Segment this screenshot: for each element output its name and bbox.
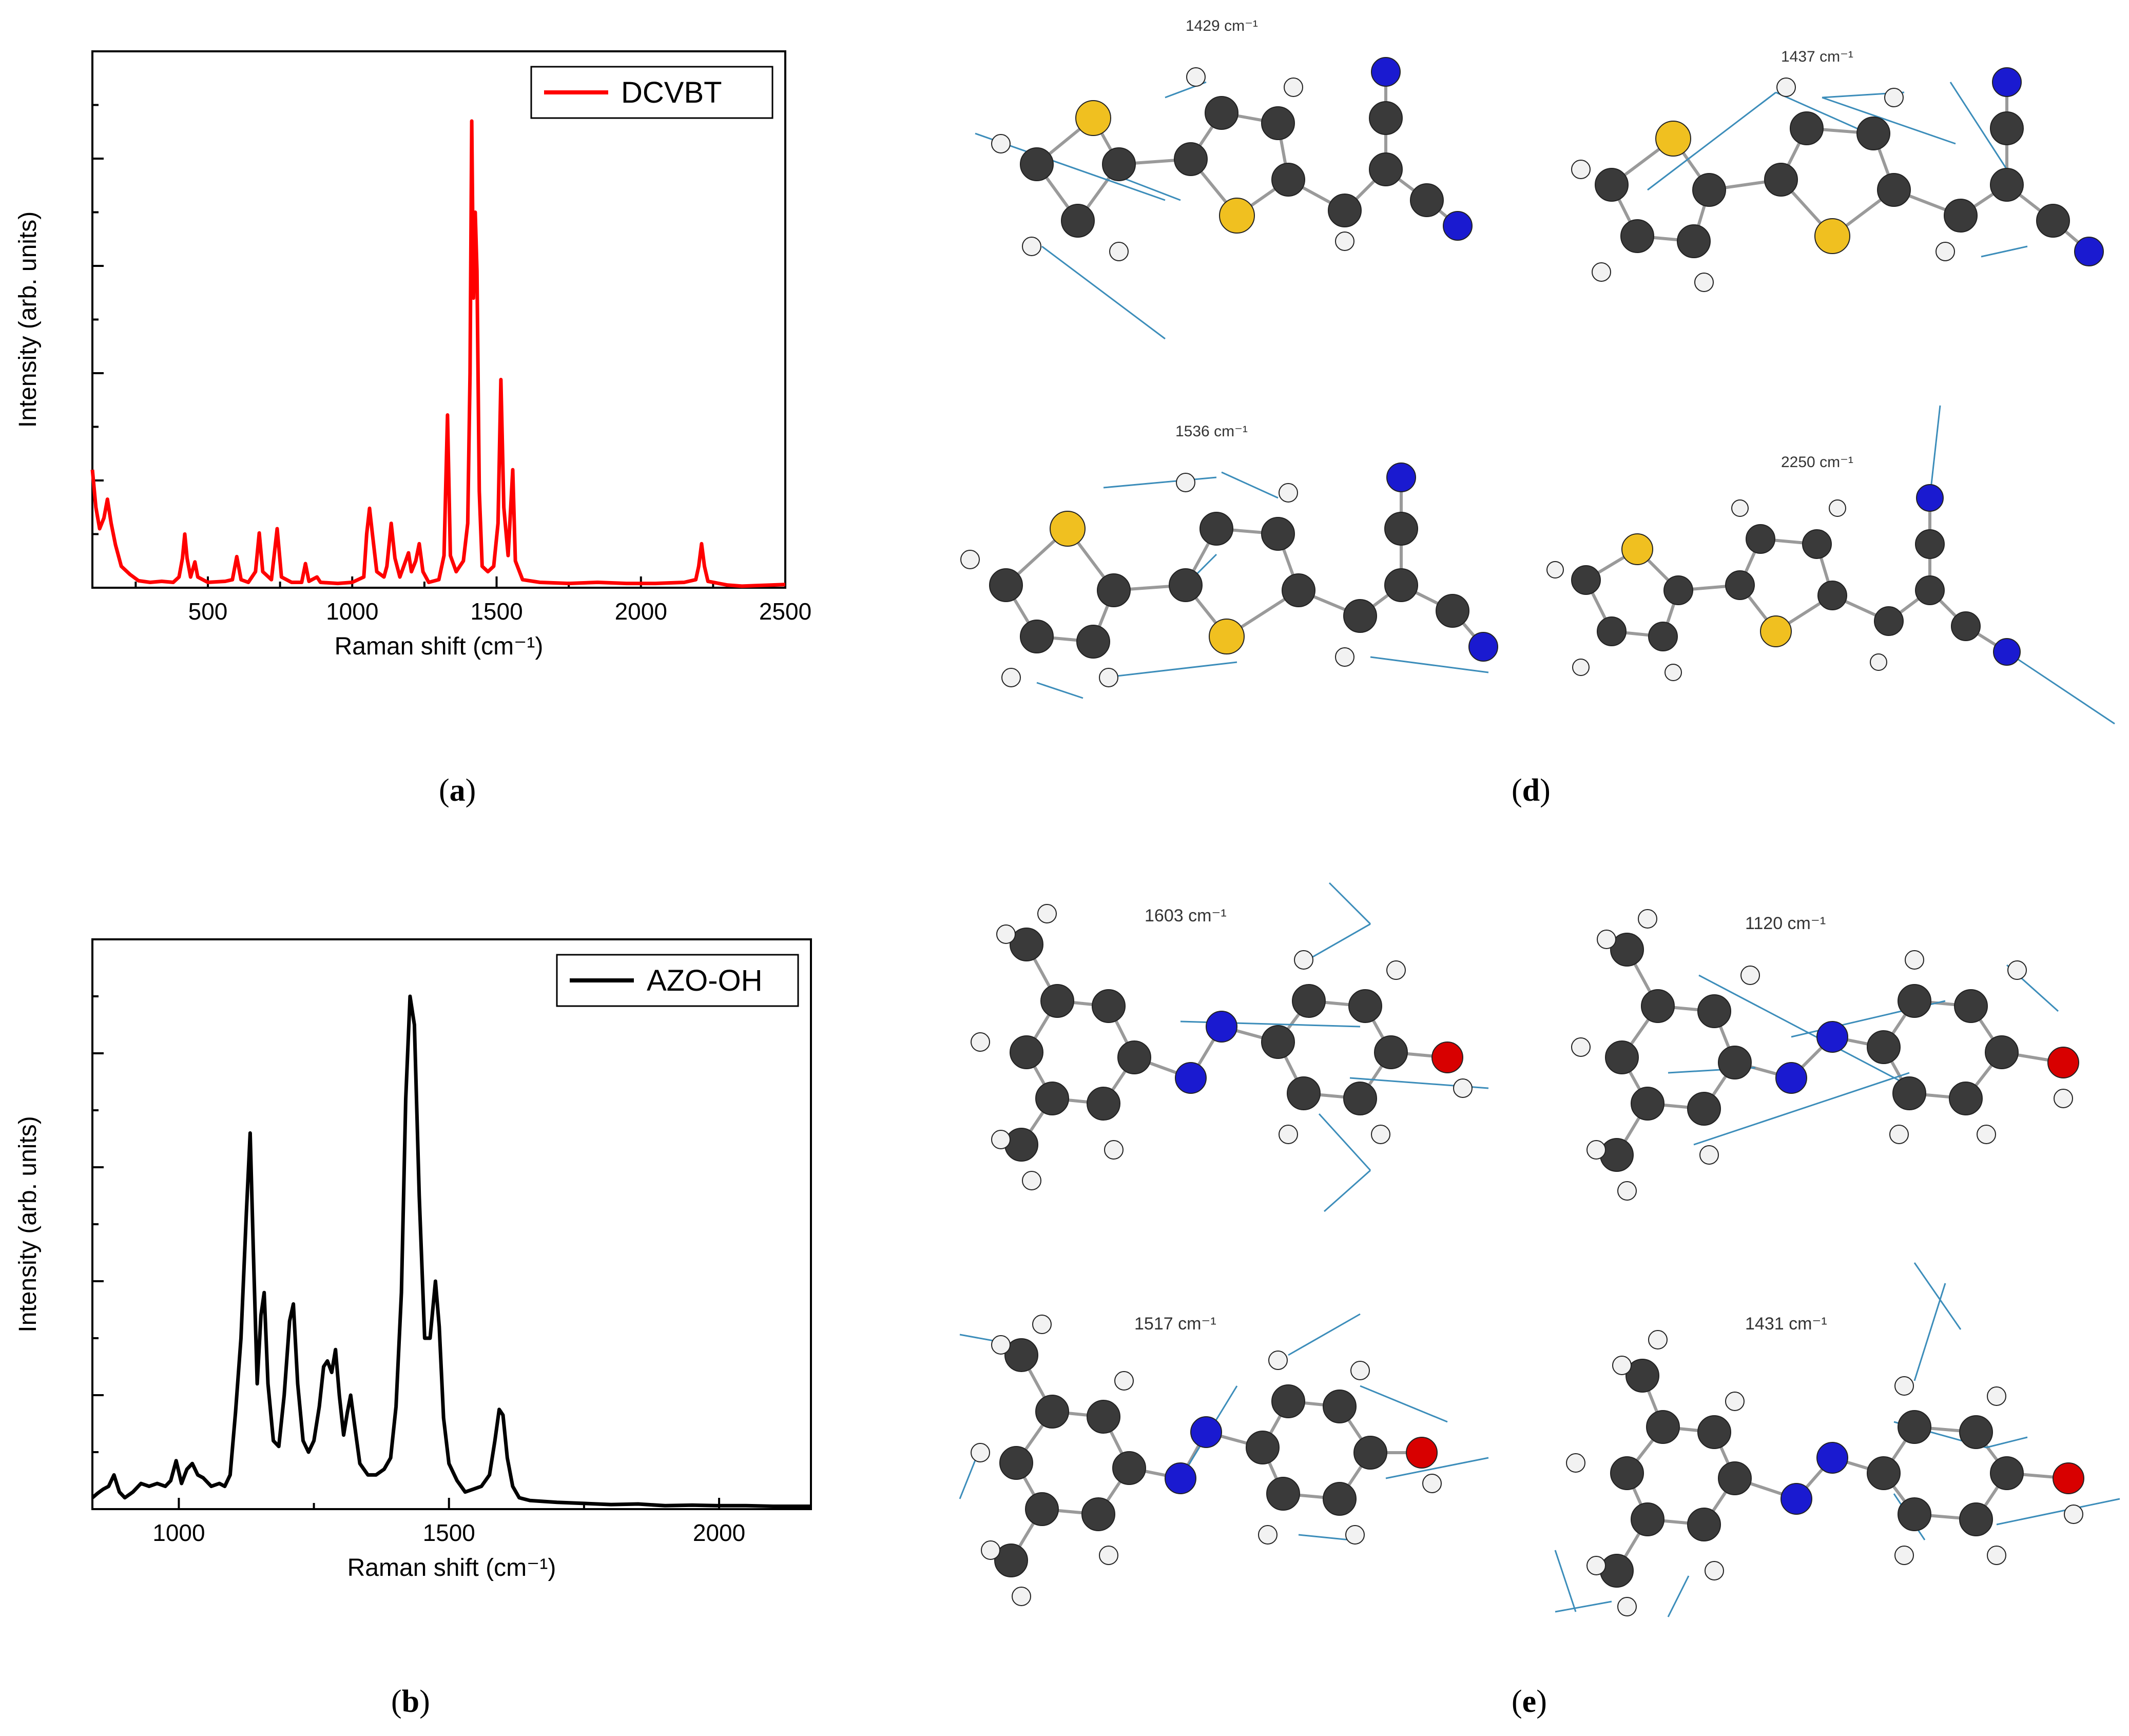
chart-dcvbt-raman: 500 1000 1500 2000 2500 Raman shift (cm⁻¹) Int…: [14, 50, 811, 660]
mode-d2-image: 1437 cm⁻¹: [1571, 48, 2104, 292]
plot-frame: [91, 50, 786, 589]
series-line-azo-oh: [91, 994, 811, 1508]
panel-label-d: (d): [1512, 773, 1551, 808]
x-tick-label: 500: [188, 598, 228, 625]
mode-e1-image: 1603 cm⁻¹: [971, 882, 1489, 1212]
mode-d1-image: 1429 cm⁻¹: [975, 17, 1473, 340]
legend-label: AZO-OH: [647, 964, 763, 997]
panel-label-a: (a): [439, 773, 476, 808]
x-tick-label: 2500: [759, 598, 811, 625]
x-tick-label: 1500: [423, 1519, 475, 1546]
x-axis-label: Raman shift (cm⁻¹): [335, 633, 544, 660]
mode-label: 1429 cm⁻¹: [1186, 17, 1258, 34]
chart-azo-oh-raman: 1000 1500 2000 Raman shift (cm⁻¹) Intensity …: [14, 938, 812, 1581]
mode-e2-image: 1120 cm⁻¹: [1571, 909, 2079, 1201]
mode-label: 1437 cm⁻¹: [1781, 48, 1853, 65]
y-axis-label: Intensity (arb. units): [14, 211, 42, 428]
x-tick-label: 1000: [152, 1519, 205, 1546]
plot-frame: [91, 938, 812, 1510]
mode-label: 2250 cm⁻¹: [1781, 454, 1853, 471]
legend-label: DCVBT: [621, 76, 722, 109]
panel-label-e: (e): [1512, 1684, 1547, 1719]
mode-e3-image: 1517 cm⁻¹: [959, 1313, 1489, 1606]
mode-label: 1120 cm⁻¹: [1745, 914, 1826, 933]
y-axis-label: Intensity (arb. units): [14, 1116, 42, 1333]
mode-d3-image: 1536 cm⁻¹: [960, 423, 1498, 699]
panel-label-b: (b): [391, 1684, 430, 1719]
mode-e4-image: 1431 cm⁻¹: [1554, 1262, 2120, 1617]
x-tick-label: 2000: [615, 598, 667, 625]
x-tick-label: 1000: [326, 598, 378, 625]
x-tick-label: 1500: [470, 598, 522, 625]
mode-label: 1517 cm⁻¹: [1134, 1314, 1216, 1334]
mode-label: 1603 cm⁻¹: [1145, 906, 1227, 925]
x-axis-label: Raman shift (cm⁻¹): [347, 1554, 556, 1581]
series-line-dcvbt: [90, 119, 786, 588]
mode-label: 1536 cm⁻¹: [1175, 423, 1248, 440]
mode-label: 1431 cm⁻¹: [1745, 1314, 1827, 1334]
mode-d4-image: 2250 cm⁻¹: [1546, 405, 2115, 725]
x-tick-label: 2000: [693, 1519, 745, 1546]
